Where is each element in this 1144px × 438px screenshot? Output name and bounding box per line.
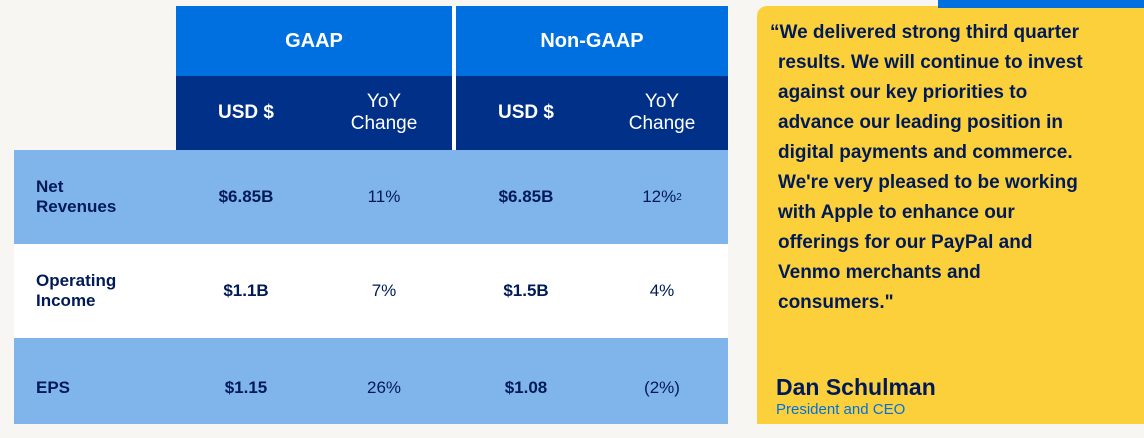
cell-nongaap-yoy: 12% 2	[596, 150, 728, 244]
cell-nongaap-usd: $1.08	[504, 378, 548, 397]
speaker-title: President and CEO	[776, 401, 906, 418]
yoy-line1: YoY	[644, 91, 680, 112]
quote-panel-accent	[938, 0, 1144, 8]
table-row	[14, 244, 728, 338]
quote-line: offerings for our PayPal and	[778, 232, 1033, 253]
quote-line: Venmo merchants and	[778, 262, 981, 283]
cell-nongaap-yoy: 4%	[649, 281, 675, 300]
non-gaap-header: Non-GAAP	[456, 6, 728, 76]
quote-text: “We delivered strong third quarter resul…	[770, 18, 1135, 318]
quote-line: consumers."	[778, 292, 894, 313]
row-label-line2: Income	[36, 291, 96, 310]
quote-line: results. We will continue to invest	[778, 52, 1083, 73]
quote-line: against our key priorities to	[778, 82, 1028, 103]
cell-gaap-yoy: 11%	[367, 187, 401, 206]
quote-line: advance our leading position in	[778, 112, 1064, 133]
row-label-line2: Revenues	[36, 197, 117, 216]
cell-gaap-usd: $1.15	[224, 378, 268, 397]
footnote-marker: 2	[676, 191, 682, 203]
cell-gaap-yoy: 26%	[366, 378, 402, 397]
nongaap-yoy-header: YoY Change	[596, 76, 728, 150]
cell-gaap-yoy: 7%	[371, 281, 397, 300]
quote-line: We're very pleased to be working	[778, 172, 1078, 193]
cell-value: 12%	[642, 187, 677, 206]
quote-line: “We delivered strong third quarter	[770, 22, 1079, 43]
quote-line: digital payments and commerce.	[778, 142, 1073, 163]
cell-nongaap-yoy: (2%)	[644, 378, 680, 397]
gaap-header: GAAP	[176, 6, 452, 76]
yoy-line1: YoY	[366, 91, 402, 112]
cell-gaap-usd: $1.1B	[223, 281, 269, 300]
gaap-yoy-header: YoY Change	[316, 76, 452, 150]
quote-panel	[757, 6, 1144, 424]
row-label-line1: Net	[36, 177, 64, 196]
speaker-name: Dan Schulman	[776, 374, 936, 400]
row-label-operating-income: Operating Income	[36, 244, 116, 338]
quote-line: with Apple to enhance our	[778, 202, 1015, 223]
row-label-eps: EPS	[36, 338, 70, 438]
cell-nongaap-usd: $6.85B	[498, 187, 554, 206]
row-label-line1: Operating	[36, 271, 117, 290]
yoy-line2: Change	[350, 113, 418, 134]
row-label-net-revenues: Net Revenues	[36, 150, 116, 244]
cell-nongaap-usd: $1.5B	[503, 281, 549, 300]
yoy-line2: Change	[628, 113, 696, 134]
nongaap-usd-header: USD $	[456, 76, 596, 150]
gaap-usd-header: USD $	[176, 76, 316, 150]
table-row	[14, 150, 728, 244]
row-label-line1: EPS	[36, 378, 71, 397]
cell-gaap-usd: $6.85B	[218, 187, 274, 206]
header-divider	[452, 6, 456, 150]
table-row	[14, 338, 728, 424]
